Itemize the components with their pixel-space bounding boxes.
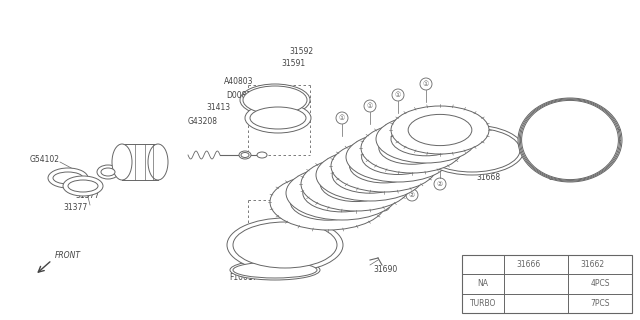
Text: 31591: 31591 bbox=[281, 60, 305, 68]
Text: ②: ② bbox=[437, 181, 443, 187]
Text: A40803: A40803 bbox=[224, 77, 253, 86]
Ellipse shape bbox=[245, 103, 311, 133]
Text: TURBO: TURBO bbox=[470, 299, 496, 308]
Ellipse shape bbox=[408, 114, 472, 146]
Ellipse shape bbox=[301, 157, 411, 211]
Ellipse shape bbox=[148, 144, 168, 180]
Text: ②: ② bbox=[353, 211, 359, 217]
Text: ①: ① bbox=[395, 92, 401, 98]
Ellipse shape bbox=[270, 174, 386, 230]
Ellipse shape bbox=[540, 116, 600, 164]
Text: FRONT: FRONT bbox=[55, 251, 81, 260]
Text: 31377: 31377 bbox=[63, 204, 87, 212]
Text: 31592: 31592 bbox=[289, 47, 313, 57]
Ellipse shape bbox=[233, 222, 337, 268]
Ellipse shape bbox=[53, 172, 83, 184]
Text: 31690: 31690 bbox=[373, 266, 397, 275]
Ellipse shape bbox=[391, 122, 461, 156]
Ellipse shape bbox=[63, 176, 103, 196]
Ellipse shape bbox=[332, 157, 408, 193]
Ellipse shape bbox=[316, 149, 424, 201]
Text: ①: ① bbox=[339, 115, 345, 121]
Text: 31377: 31377 bbox=[75, 191, 99, 201]
Text: 31667: 31667 bbox=[242, 253, 266, 262]
Ellipse shape bbox=[362, 140, 435, 174]
Text: G43208: G43208 bbox=[188, 117, 218, 126]
Text: 31668: 31668 bbox=[476, 173, 500, 182]
Ellipse shape bbox=[48, 168, 88, 188]
Ellipse shape bbox=[101, 168, 115, 176]
Ellipse shape bbox=[379, 132, 445, 164]
Ellipse shape bbox=[320, 166, 392, 202]
Ellipse shape bbox=[68, 180, 98, 192]
Text: ①: ① bbox=[423, 81, 429, 87]
Ellipse shape bbox=[286, 166, 398, 220]
Text: 4PCS: 4PCS bbox=[590, 279, 610, 289]
Ellipse shape bbox=[233, 262, 317, 278]
Ellipse shape bbox=[239, 151, 251, 159]
Ellipse shape bbox=[522, 100, 618, 180]
Bar bbox=[462, 255, 632, 313]
Text: 31413: 31413 bbox=[206, 103, 230, 113]
Text: ②: ② bbox=[381, 202, 387, 208]
Ellipse shape bbox=[241, 153, 249, 157]
Ellipse shape bbox=[349, 149, 419, 183]
Ellipse shape bbox=[331, 140, 437, 192]
Ellipse shape bbox=[230, 260, 320, 280]
Text: ①: ① bbox=[367, 103, 373, 109]
Ellipse shape bbox=[420, 125, 524, 175]
Text: A167001058: A167001058 bbox=[585, 307, 630, 313]
Text: ①: ① bbox=[507, 262, 513, 267]
Text: 31643: 31643 bbox=[548, 173, 572, 182]
Text: 7PCS: 7PCS bbox=[590, 299, 610, 308]
Ellipse shape bbox=[519, 99, 621, 181]
Ellipse shape bbox=[112, 144, 132, 180]
Ellipse shape bbox=[346, 132, 450, 182]
Ellipse shape bbox=[376, 115, 476, 163]
Ellipse shape bbox=[520, 100, 620, 180]
Ellipse shape bbox=[303, 174, 381, 212]
Ellipse shape bbox=[291, 184, 365, 220]
Ellipse shape bbox=[240, 84, 310, 116]
Text: 31662: 31662 bbox=[580, 260, 604, 269]
Ellipse shape bbox=[391, 106, 489, 154]
Ellipse shape bbox=[518, 98, 622, 182]
Ellipse shape bbox=[424, 128, 520, 172]
Text: NA: NA bbox=[477, 279, 488, 289]
Ellipse shape bbox=[257, 152, 267, 158]
Text: 31666: 31666 bbox=[516, 260, 540, 269]
Ellipse shape bbox=[227, 218, 343, 272]
Text: G54102: G54102 bbox=[30, 156, 60, 164]
Text: F10017: F10017 bbox=[229, 274, 257, 283]
Text: ②: ② bbox=[571, 262, 577, 267]
Text: ②: ② bbox=[325, 219, 331, 225]
Text: ②: ② bbox=[409, 192, 415, 198]
Text: D00817: D00817 bbox=[226, 91, 256, 100]
Ellipse shape bbox=[97, 165, 119, 179]
Ellipse shape bbox=[243, 86, 307, 114]
Ellipse shape bbox=[250, 107, 306, 129]
Ellipse shape bbox=[361, 123, 463, 173]
